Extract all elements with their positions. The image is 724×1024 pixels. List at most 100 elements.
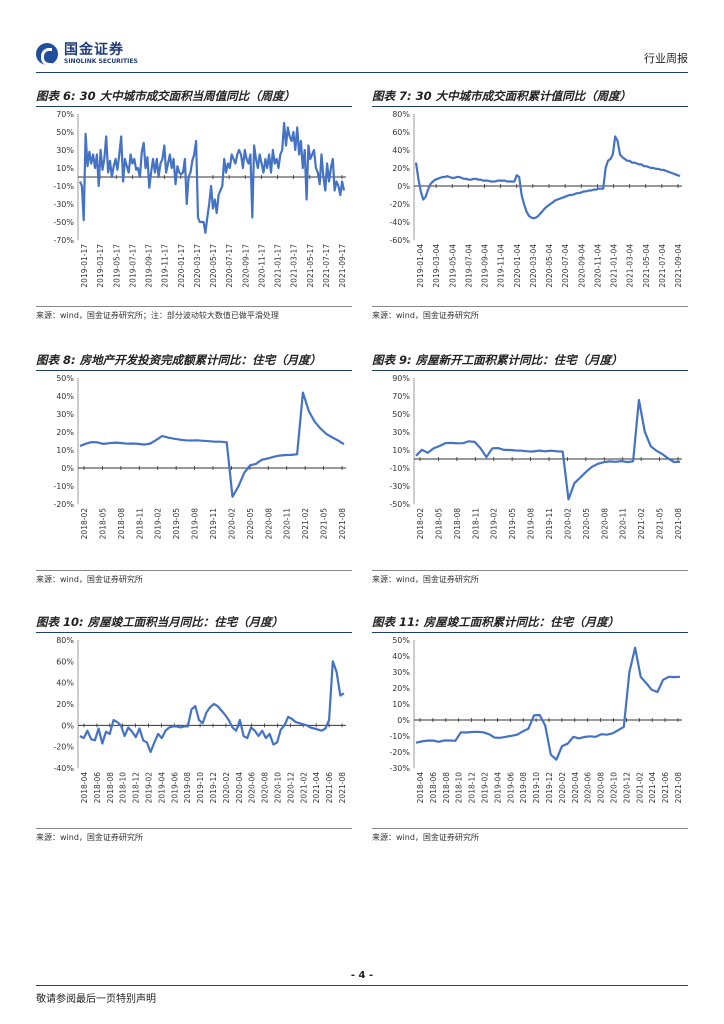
x-tick-label: 2021-03-17 xyxy=(290,244,299,288)
y-tick-label: 30% xyxy=(392,428,410,437)
x-tick-label: 2018-12 xyxy=(132,772,141,804)
panel-chart-8: 图表 8: 房地产开发投资完成额累计同比：住宅（月度） 50% 40% 30% 20%… xyxy=(36,352,352,588)
y-tick-label: -50% xyxy=(53,218,74,227)
y-tick-label: 20% xyxy=(56,428,74,437)
y-tick-label: -30% xyxy=(389,482,410,491)
chart-11-svg: 50% 40% 30% 20% 10% 0% -10% -20% -30% 2018-04 2018… xyxy=(389,636,683,804)
y-tick-label: 60% xyxy=(56,657,74,666)
y-tick-label: 60% xyxy=(392,128,410,137)
y-tick-label: 50% xyxy=(392,636,410,645)
panel-chart-10: 图表 10: 房屋竣工面积当月同比：住宅（月度） 80% 60% 40% 20% 0% -… xyxy=(36,614,352,850)
x-tick-label: 2021-05 xyxy=(656,508,665,540)
x-tick-label: 2019-02 xyxy=(145,772,154,804)
x-tick-label: 2020-06 xyxy=(584,772,593,804)
x-tick-label: 2020-08 xyxy=(261,772,270,804)
y-tick-label: 0% xyxy=(61,721,74,730)
x-tick-label: 2019-06 xyxy=(170,772,179,804)
x-tick-label: 2018-08 xyxy=(106,772,115,804)
x-tick-label: 2019-10 xyxy=(532,772,541,804)
x-tick-label: 2018-10 xyxy=(455,772,464,804)
page-number: - 4 - xyxy=(350,970,374,981)
x-tick-label: 2018-08 xyxy=(453,508,462,540)
y-tick-label: 30% xyxy=(392,668,410,677)
x-tick-label: 2019-12 xyxy=(545,772,554,804)
source-rule xyxy=(36,828,352,829)
x-tick-label: 2019-02 xyxy=(481,772,490,804)
x-tick-label: 2021-02 xyxy=(637,508,646,540)
x-tick-label: 2021-07-17 xyxy=(322,244,331,288)
x-tick-label: 2020-11 xyxy=(283,508,292,540)
x-tick-label: 2019-05 xyxy=(172,508,181,540)
y-tick-label: -50% xyxy=(389,500,410,509)
y-tick-label: 30% xyxy=(56,146,74,155)
chart-title: 图表 10: 房屋竣工面积当月同比：住宅（月度） xyxy=(36,614,352,633)
panel-chart-11: 图表 11: 房屋竣工面积累计同比：住宅（月度） 50% 40% 30% 20% 10%… xyxy=(372,614,688,850)
chart-title: 图表 6: 30 大中城市成交面积当周值同比（周度） xyxy=(36,88,352,107)
x-tick-label: 2019-02 xyxy=(490,508,499,540)
chart-8-svg: 50% 40% 30% 20% 10% 0% -10% -20% 2018-02 2018-05 2… xyxy=(53,374,347,540)
panel-chart-7: 图表 7: 30 大中城市成交面积累计值同比（周度） 80% 60% 40% 20% 0… xyxy=(372,88,688,324)
company-logo: 国金证券 SINOLINK SECURITIES xyxy=(36,40,138,68)
y-tick-label: 0% xyxy=(397,716,410,725)
x-tick-label: 2020-07-04 xyxy=(561,244,570,288)
x-tick-label: 2020-02 xyxy=(563,508,572,540)
x-tick-label: 2018-04 xyxy=(80,772,89,804)
x-tick-label: 2020-01-04 xyxy=(513,244,522,288)
x-tick-label: 2018-11 xyxy=(471,508,480,540)
x-tick-label: 2019-04 xyxy=(157,772,166,804)
x-tick-label: 2020-02 xyxy=(558,772,567,804)
x-tick-label: 2018-02 xyxy=(80,508,89,540)
x-tick-label: 2020-03-17 xyxy=(193,244,202,288)
y-tick-label: 70% xyxy=(56,110,74,119)
x-tick-label: 2020-05 xyxy=(246,508,255,540)
page-header: 国金证券 SINOLINK SECURITIES 行业周报 xyxy=(36,40,688,70)
y-tick-label: 20% xyxy=(392,684,410,693)
x-tick-label: 2021-01-17 xyxy=(274,244,283,288)
y-tick-label: -10% xyxy=(53,182,74,191)
x-tick-label: 2019-07-17 xyxy=(128,244,137,288)
x-tick-label: 2020-09-17 xyxy=(241,244,250,288)
y-tick-label: 80% xyxy=(392,110,410,119)
y-tick-label: 90% xyxy=(392,374,410,383)
y-tick-label: 30% xyxy=(56,410,74,419)
x-tick-label: 2019-01-17 xyxy=(80,244,89,288)
y-tick-label: -20% xyxy=(53,743,74,752)
x-tick-label: 2021-04 xyxy=(648,772,657,804)
chart-source: 来源：wind，国金证券研究所 xyxy=(372,311,479,320)
x-tick-label: 2020-05-04 xyxy=(545,244,554,288)
y-tick-label: -40% xyxy=(53,764,74,773)
y-tick-label: -20% xyxy=(389,748,410,757)
y-tick-label: -10% xyxy=(389,732,410,741)
series-line xyxy=(78,121,346,234)
x-tick-label: 2019-12 xyxy=(209,772,218,804)
y-tick-label: 50% xyxy=(56,374,74,383)
x-tick-label: 2019-03-04 xyxy=(432,244,441,288)
chart-title: 图表 11: 房屋竣工面积累计同比：住宅（月度） xyxy=(372,614,688,633)
x-tick-label: 2020-05-17 xyxy=(209,244,218,288)
x-tick-label: 2018-08 xyxy=(117,508,126,540)
source-rule xyxy=(372,828,688,829)
chart-title: 图表 7: 30 大中城市成交面积累计值同比（周度） xyxy=(372,88,688,107)
x-tick-label: 2019-05-04 xyxy=(448,244,457,288)
x-tick-label: 2020-11 xyxy=(619,508,628,540)
x-tick-label: 2020-11-17 xyxy=(257,244,266,288)
x-tick-label: 2019-05-17 xyxy=(112,244,121,288)
panel-chart-6: 图表 6: 30 大中城市成交面积当周值同比（周度） 70% 50% 30% 10% -… xyxy=(36,88,352,324)
y-tick-label: -70% xyxy=(53,236,74,245)
source-rule xyxy=(372,306,688,307)
x-tick-label: 2018-11 xyxy=(135,508,144,540)
x-tick-label: 2019-06 xyxy=(506,772,515,804)
x-tick-label: 2019-03-17 xyxy=(96,244,105,288)
x-tick-label: 2021-02 xyxy=(301,508,310,540)
x-tick-label: 2018-02 xyxy=(416,508,425,540)
logo-text-en: SINOLINK SECURITIES xyxy=(64,58,138,65)
x-tick-label: 2021-06 xyxy=(325,772,334,804)
x-tick-label: 2020-02 xyxy=(227,508,236,540)
y-tick-label: -20% xyxy=(389,200,410,209)
y-tick-label: -60% xyxy=(389,236,410,245)
x-tick-label: 2020-01-17 xyxy=(177,244,186,288)
x-tick-label: 2020-06 xyxy=(248,772,257,804)
y-tick-label: -10% xyxy=(389,464,410,473)
x-tick-label: 2021-05-04 xyxy=(642,244,651,288)
x-tick-label: 2020-08 xyxy=(600,508,609,540)
